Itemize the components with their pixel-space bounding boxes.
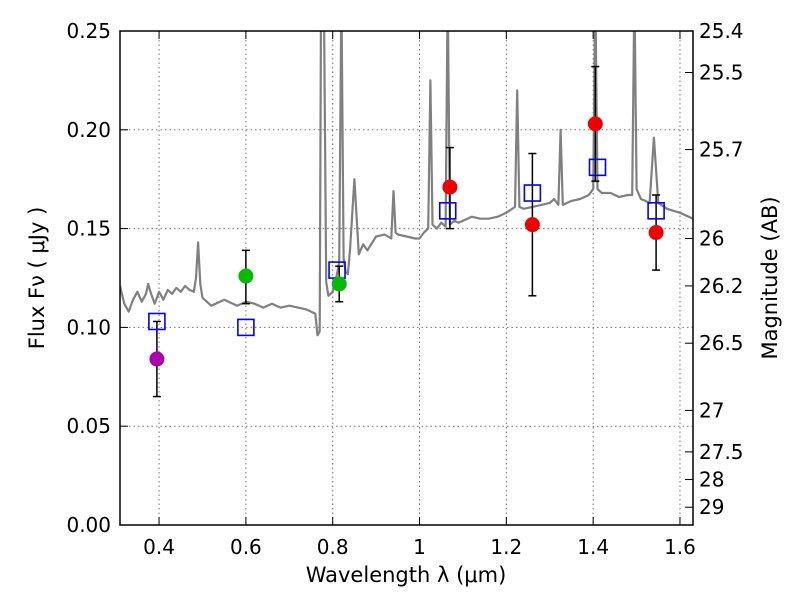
x-tick-label: 1.4: [577, 535, 609, 559]
model-photometry-square: [237, 318, 255, 337]
observed-u-point: [149, 351, 165, 367]
template-spectrum: [120, 31, 693, 337]
spectrum-line: [120, 31, 693, 337]
model-photometry-square: [588, 158, 607, 177]
observed-optical-point: [331, 276, 347, 292]
right-tick-label: 29: [699, 495, 724, 519]
plot-background: [120, 31, 693, 525]
data-markers: [148, 65, 665, 398]
y-tick-label: 0.15: [66, 217, 111, 241]
x-tick-label: 0.8: [317, 535, 349, 559]
right-tick-label: 28: [699, 468, 724, 492]
plot-frame: [119, 30, 694, 526]
observed-nir-point: [524, 217, 540, 233]
model-photometry-square: [647, 202, 665, 220]
y-axis-label: Flux Fν ( μJy ): [25, 207, 49, 350]
right-tick-label: 25.5: [699, 60, 744, 84]
y-axis-right-label: Magnitude (AB): [758, 196, 782, 359]
y-tick-label: 0.25: [66, 19, 111, 43]
y-tick-label: 0.05: [66, 414, 111, 438]
x-tick-label: 1: [413, 535, 426, 559]
observed-optical-point: [238, 268, 254, 284]
observed-nir-point: [587, 116, 603, 132]
axis-ticks: 0.4 0.6 0.8 1 1.2 1.4 1.6 0.00 0.05 0.10 0.15 0.20 0…: [66, 19, 743, 559]
model-photometry-square: [148, 312, 166, 331]
right-tick-label: 25.7: [699, 138, 744, 162]
right-tick-label: 27: [699, 398, 724, 422]
x-axis-label: Wavelength λ (μm): [306, 563, 507, 587]
x-tick-label: 1.2: [490, 535, 522, 559]
observed-nir-point: [648, 225, 664, 241]
x-tick-label: 1.6: [664, 535, 696, 559]
model-photometry-square: [438, 202, 457, 220]
right-tick-label: 27.5: [699, 440, 744, 464]
y-tick-label: 0.00: [66, 513, 111, 537]
right-tick-label: 25.4: [699, 19, 744, 43]
right-tick-label: 26.5: [699, 331, 744, 355]
right-tick-label: 26.2: [699, 274, 744, 298]
x-tick-label: 0.6: [230, 535, 262, 559]
observed-nir-point: [442, 179, 458, 195]
right-tick-label: 26: [699, 226, 724, 250]
y-tick-label: 0.10: [66, 315, 111, 339]
y-tick-label: 0.20: [66, 118, 111, 142]
x-tick-label: 0.4: [143, 535, 175, 559]
model-photometry-square: [523, 184, 542, 202]
